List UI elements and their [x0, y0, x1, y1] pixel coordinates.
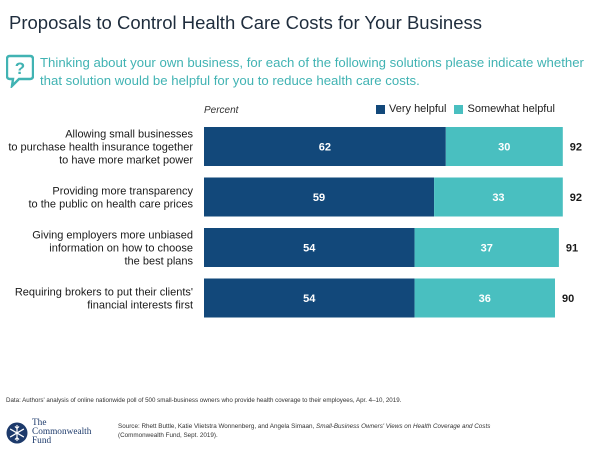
category-label: Providing more transparency — [52, 185, 193, 197]
category-label: the best plans — [125, 256, 194, 268]
survey-question: Thinking about your own business, for ea… — [40, 55, 584, 88]
bar-somewhat-helpful — [414, 278, 555, 318]
total-label: 92 — [570, 142, 582, 154]
bar-somewhat-helpful — [434, 177, 563, 217]
source-prefix: Source: Rhett Buttle, Katie Vlietstra Wo… — [118, 423, 317, 430]
legend-swatch-somewhat-helpful — [454, 104, 464, 114]
total-label: 90 — [562, 293, 574, 305]
logo-line-3: Fund — [32, 436, 52, 446]
legend-swatch-very-helpful — [376, 104, 385, 114]
legend-item-somewhat-helpful: Somewhat helpful — [454, 103, 555, 115]
bar-somewhat-helpful — [445, 127, 563, 166]
logo-line-1: The — [32, 418, 47, 428]
source-citation: Source: Rhett Buttle, Katie Vlietstra Wo… — [118, 422, 490, 440]
total-label: 91 — [566, 243, 578, 255]
unit-label: Percent — [204, 105, 239, 116]
data-label-very-helpful: 54 — [303, 243, 316, 255]
stacked-bar-chart: Allowing small businesses to purchase hea… — [8, 127, 582, 318]
data-label-somewhat-helpful: 30 — [498, 142, 510, 154]
bar-somewhat-helpful — [414, 228, 559, 267]
category-label: Requiring brokers to put their clients' — [15, 286, 193, 298]
data-label-somewhat-helpful: 37 — [481, 243, 493, 255]
bar-very-helpful — [204, 228, 415, 267]
data-note: Data: Authors' analysis of online nation… — [6, 397, 402, 404]
logo-line-2: Commonwealth — [32, 427, 92, 437]
category-label: information on how to choose — [49, 243, 193, 255]
question-bubble-icon: ? — [6, 54, 34, 88]
category-label: Allowing small businesses — [65, 128, 193, 140]
bar-very-helpful — [204, 127, 446, 166]
category-label: Giving employers more unbiased — [32, 229, 193, 241]
legend: Very helpful Somewhat helpful — [376, 103, 563, 115]
category-label: financial interests first — [87, 300, 193, 312]
total-label: 92 — [570, 192, 582, 204]
category-label: to the public on health care prices — [29, 199, 194, 211]
bar-very-helpful — [204, 177, 435, 217]
legend-label-very-helpful: Very helpful — [389, 103, 447, 115]
data-label-somewhat-helpful: 36 — [479, 293, 491, 305]
source-suffix: (Commonwealth Fund, Sept. 2019). — [118, 432, 218, 439]
chart-title: Proposals to Control Health Care Costs f… — [9, 12, 483, 33]
data-label-somewhat-helpful: 33 — [492, 192, 504, 204]
category-label: to have more market power — [59, 155, 193, 167]
data-label-very-helpful: 62 — [319, 142, 331, 154]
legend-item-very-helpful: Very helpful — [376, 103, 446, 115]
commonwealth-fund-logo: The Commonwealth Fund — [6, 418, 92, 446]
bar-very-helpful — [204, 278, 415, 318]
data-label-very-helpful: 59 — [313, 192, 325, 204]
svg-text:?: ? — [15, 59, 25, 78]
legend-label-somewhat-helpful: Somewhat helpful — [467, 103, 555, 115]
data-label-very-helpful: 54 — [303, 293, 316, 305]
category-label: to purchase health insurance together — [8, 142, 193, 154]
source-title: Small-Business Owners' Views on Health C… — [316, 423, 491, 430]
snowflake-seal-icon — [6, 422, 28, 443]
